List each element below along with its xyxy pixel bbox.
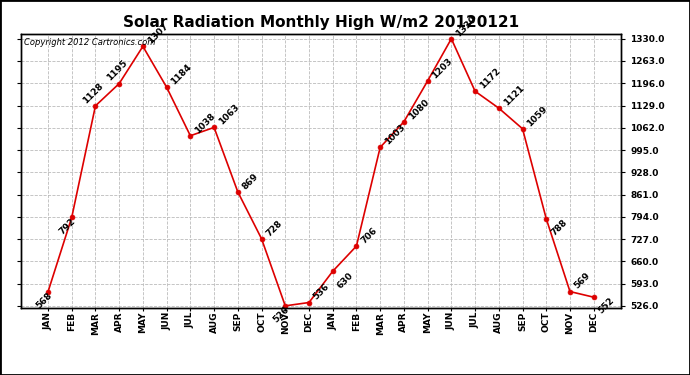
Text: 1038: 1038	[193, 111, 217, 135]
Text: 1330: 1330	[454, 14, 478, 38]
Text: 1128: 1128	[81, 81, 106, 105]
Text: 1063: 1063	[217, 103, 241, 127]
Title: Solar Radiation Monthly High W/m2 20120121: Solar Radiation Monthly High W/m2 201201…	[123, 15, 519, 30]
Text: 869: 869	[241, 171, 260, 191]
Text: 630: 630	[335, 270, 355, 290]
Text: 1203: 1203	[431, 56, 454, 80]
Text: 792: 792	[58, 216, 77, 236]
Text: 526: 526	[271, 305, 291, 324]
Text: 1080: 1080	[406, 97, 431, 121]
Text: 569: 569	[573, 271, 593, 291]
Text: 728: 728	[264, 218, 284, 238]
Text: 1184: 1184	[170, 62, 193, 87]
Text: 1059: 1059	[525, 104, 549, 128]
Text: 552: 552	[596, 296, 616, 316]
Text: 536: 536	[312, 282, 331, 302]
Text: 788: 788	[549, 218, 569, 237]
Text: 1172: 1172	[478, 66, 502, 90]
Text: 1195: 1195	[106, 58, 130, 83]
Text: Copyright 2012 Cartronics.com: Copyright 2012 Cartronics.com	[23, 38, 155, 47]
Text: 706: 706	[359, 226, 379, 245]
Text: 568: 568	[34, 291, 54, 310]
Text: 1121: 1121	[502, 83, 526, 107]
Text: 1307: 1307	[146, 21, 170, 46]
Text: 1003: 1003	[383, 123, 407, 147]
